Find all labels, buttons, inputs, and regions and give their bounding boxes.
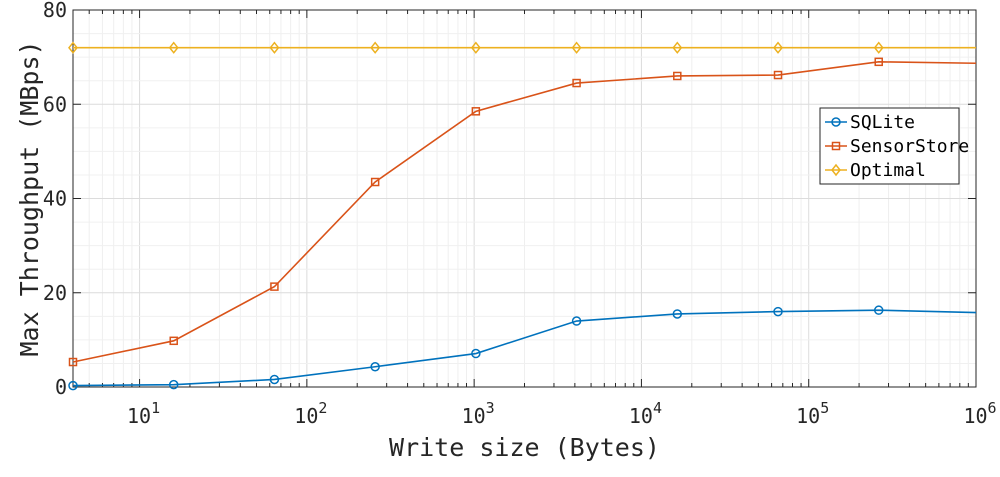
data-point-sqlite: [370, 361, 380, 372]
grid: [72, 9, 977, 388]
legend-marker: [831, 141, 841, 151]
data-point-sensorstore: [572, 78, 581, 88]
data-point-sensorstore: [270, 282, 279, 291]
x-axis-title: Write size (Bytes): [389, 433, 660, 462]
y-tick-label: 40: [43, 187, 67, 211]
data-point-sensorstore: [370, 177, 380, 187]
data-point-sqlite: [68, 380, 78, 391]
x-tick-label: 103: [462, 399, 495, 428]
y-axis-title: Max Throughput (MBps): [15, 40, 44, 356]
legend-label: SQLite: [850, 112, 915, 133]
data-point-optimal: [672, 41, 683, 54]
data-point-sensorstore: [471, 107, 481, 116]
x-tick-label: 104: [629, 399, 662, 428]
y-tick-label: 0: [55, 375, 67, 399]
data-point-optimal: [168, 41, 179, 54]
data-point-optimal: [269, 41, 280, 54]
data-point-optimal: [773, 41, 783, 54]
data-point-optimal: [470, 41, 481, 54]
series-line-sqlite: [72, 309, 977, 387]
legend-label: SensorStore: [850, 136, 969, 157]
tick-labels: 0 20 40 60 80 101 102 103 104 105 106: [43, 0, 997, 428]
data-point-optimal: [68, 41, 78, 54]
x-tick-label: 101: [127, 399, 160, 428]
series-lines: [68, 41, 977, 391]
data-point-sqlite: [873, 305, 884, 315]
data-point-sensorstore: [773, 70, 783, 80]
data-point-sqlite: [571, 316, 582, 326]
data-point-sqlite: [672, 309, 683, 319]
x-tick-label: 106: [963, 399, 996, 428]
y-tick-label: 80: [43, 0, 67, 22]
data-point-sensorstore: [874, 57, 883, 67]
data-point-sqlite: [471, 348, 481, 359]
legend-marker: [831, 117, 841, 127]
series-optimal: [68, 41, 976, 54]
x-tick-label: 105: [796, 399, 829, 428]
data-point-sqlite: [773, 306, 783, 317]
series-line-sensorstore: [72, 61, 977, 363]
data-point-sqlite: [269, 374, 280, 385]
data-point-optimal: [571, 41, 582, 54]
legend-label: Optimal: [850, 160, 926, 181]
y-tick-label: 60: [43, 92, 67, 116]
data-point-sensorstore: [68, 357, 78, 367]
legend: SQLite SensorStore Optimal: [819, 107, 969, 185]
data-point-sensorstore: [673, 71, 682, 81]
data-point-sqlite: [168, 379, 179, 390]
x-tick-label: 102: [294, 399, 327, 428]
series-sqlite: [68, 305, 977, 391]
series-sensorstore: [68, 57, 977, 367]
data-point-optimal: [873, 41, 884, 54]
data-point-optimal: [370, 41, 381, 54]
legend-marker: [831, 163, 841, 177]
data-point-sensorstore: [169, 336, 178, 346]
y-tick-label: 20: [43, 281, 67, 305]
